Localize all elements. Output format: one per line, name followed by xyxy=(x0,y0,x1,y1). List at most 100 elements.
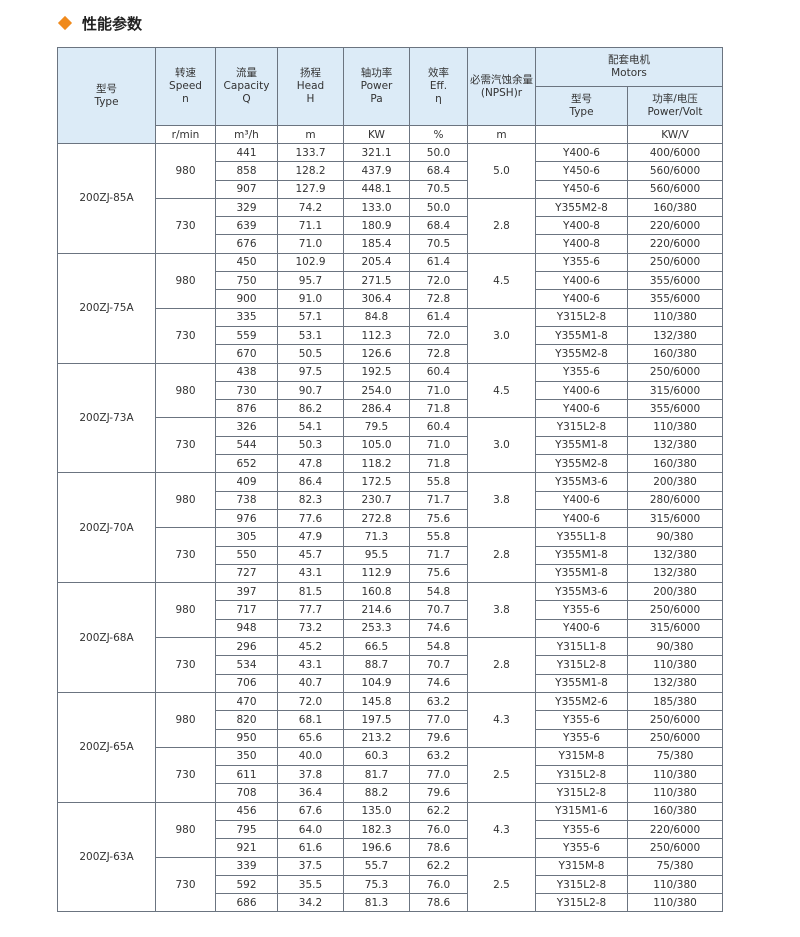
value-cell: 55.8 xyxy=(409,472,468,492)
npsh-cell: 3.0 xyxy=(467,307,536,364)
power-cell: 160/380 xyxy=(627,197,723,218)
title-icon xyxy=(57,15,73,31)
data-row: 950 65.6 213.2 79.6 Y355-6 250/6000 xyxy=(58,728,723,748)
value-cell: 47.8 xyxy=(277,454,344,474)
data-row: 907 127.9 448.1 70.5 Y450-6 560/6000 xyxy=(58,179,723,199)
value-cell: 254.0 xyxy=(343,380,410,401)
value-cell: 550 xyxy=(215,545,278,565)
motor-cell: Y400-6 xyxy=(535,490,628,510)
power-cell: 250/6000 xyxy=(627,838,723,858)
npsh-cell: 4.5 xyxy=(467,362,536,419)
motor-cell: Y355M1-8 xyxy=(535,325,628,346)
power-cell: 110/380 xyxy=(627,417,723,437)
value-cell: 61.4 xyxy=(409,252,468,273)
value-cell: 82.3 xyxy=(277,490,344,510)
value-cell: 450 xyxy=(215,252,278,273)
motor-cell: Y400-6 xyxy=(535,142,628,163)
data-row: 686 34.2 81.3 78.6 Y315L2-8 110/380 xyxy=(58,893,723,913)
value-cell: 185.4 xyxy=(343,234,410,254)
value-cell: 900 xyxy=(215,289,278,309)
header-text: Type xyxy=(569,106,594,118)
header-cell: 转速 Speed n xyxy=(155,47,216,126)
value-cell: 66.5 xyxy=(343,637,410,657)
value-cell: 75.3 xyxy=(343,874,410,895)
unit-cell: r/min xyxy=(155,125,216,144)
power-cell: 355/6000 xyxy=(627,399,723,419)
value-cell: 37.5 xyxy=(277,856,344,876)
data-row: 652 47.8 118.2 71.8 Y355M2-8 160/380 xyxy=(58,454,723,474)
power-cell: 355/6000 xyxy=(627,289,723,309)
header-text: 扬程 xyxy=(300,67,321,79)
value-cell: 74.6 xyxy=(409,618,468,639)
motor-cell: Y315L2-8 xyxy=(535,417,628,437)
value-cell: 350 xyxy=(215,746,278,767)
motor-cell: Y355M1-8 xyxy=(535,563,628,584)
value-cell: 61.4 xyxy=(409,307,468,327)
value-cell: 611 xyxy=(215,765,278,785)
data-row: 676 71.0 185.4 70.5 Y400-8 220/6000 xyxy=(58,234,723,254)
header-text: Power/Volt xyxy=(647,106,703,118)
power-cell: 90/380 xyxy=(627,637,723,657)
value-cell: 686 xyxy=(215,893,278,913)
value-cell: 272.8 xyxy=(343,508,410,529)
value-cell: 71.0 xyxy=(409,435,468,456)
motor-cell: Y400-6 xyxy=(535,508,628,529)
header-text: 转速 xyxy=(175,67,196,79)
power-cell: 220/6000 xyxy=(627,216,723,236)
power-cell: 355/6000 xyxy=(627,271,723,291)
unit-cell: m xyxy=(467,125,536,144)
motor-cell: Y355M1-8 xyxy=(535,545,628,565)
header-row: 型号 Type 功率/电压 Power/Volt xyxy=(58,86,723,126)
speed-cell: 980 xyxy=(155,801,216,858)
value-cell: 75.6 xyxy=(409,563,468,584)
power-cell: 185/380 xyxy=(627,691,723,712)
motor-cell: Y355M1-8 xyxy=(535,673,628,693)
value-cell: 79.6 xyxy=(409,783,468,803)
npsh-cell: 2.8 xyxy=(467,637,536,693)
value-cell: 112.9 xyxy=(343,563,410,584)
speed-cell: 730 xyxy=(155,417,216,474)
value-cell: 60.4 xyxy=(409,417,468,437)
value-cell: 470 xyxy=(215,691,278,712)
value-cell: 448.1 xyxy=(343,179,410,199)
power-cell: 560/6000 xyxy=(627,161,723,181)
power-cell: 250/6000 xyxy=(627,728,723,748)
header-text: Power xyxy=(360,80,393,92)
header-text: 效率 xyxy=(428,67,449,79)
value-cell: 133.7 xyxy=(277,142,344,163)
value-cell: 86.2 xyxy=(277,399,344,419)
value-cell: 50.3 xyxy=(277,435,344,456)
data-row: 200ZJ-65A 980 470 72.0 145.8 63.2 4.3 Y355M2-6 1… xyxy=(57,691,723,803)
unit-cell: KW/V xyxy=(627,125,723,144)
power-cell: 250/6000 xyxy=(627,252,723,273)
value-cell: 71.0 xyxy=(277,234,344,254)
value-cell: 592 xyxy=(215,874,278,895)
value-cell: 81.5 xyxy=(277,582,344,602)
value-cell: 62.2 xyxy=(409,801,468,821)
header-text: Capacity xyxy=(223,80,270,92)
value-cell: 305 xyxy=(215,527,278,547)
value-cell: 335 xyxy=(215,307,278,327)
value-cell: 197.5 xyxy=(343,710,410,730)
motor-cell: Y450-6 xyxy=(535,161,628,181)
value-cell: 230.7 xyxy=(343,490,410,510)
value-cell: 77.0 xyxy=(409,765,468,785)
power-cell: 315/6000 xyxy=(627,618,723,639)
power-cell: 132/380 xyxy=(627,545,723,565)
value-cell: 43.1 xyxy=(277,563,344,584)
power-cell: 200/380 xyxy=(627,582,723,602)
power-cell: 110/380 xyxy=(627,765,723,785)
value-cell: 876 xyxy=(215,399,278,419)
value-cell: 78.6 xyxy=(409,838,468,858)
value-cell: 79.6 xyxy=(409,728,468,748)
value-cell: 88.7 xyxy=(343,655,410,675)
speed-cell: 980 xyxy=(155,143,216,199)
value-cell: 76.0 xyxy=(409,819,468,840)
value-cell: 71.8 xyxy=(409,399,468,419)
power-cell: 250/6000 xyxy=(627,362,723,382)
power-cell: 110/380 xyxy=(627,783,723,803)
header-text: 配套电机 xyxy=(608,54,650,66)
header-cell: 效率 Eff. η xyxy=(409,47,468,126)
header-cell: 流量 Capacity Q xyxy=(215,47,278,126)
motor-cell: Y315L1-8 xyxy=(535,637,628,657)
